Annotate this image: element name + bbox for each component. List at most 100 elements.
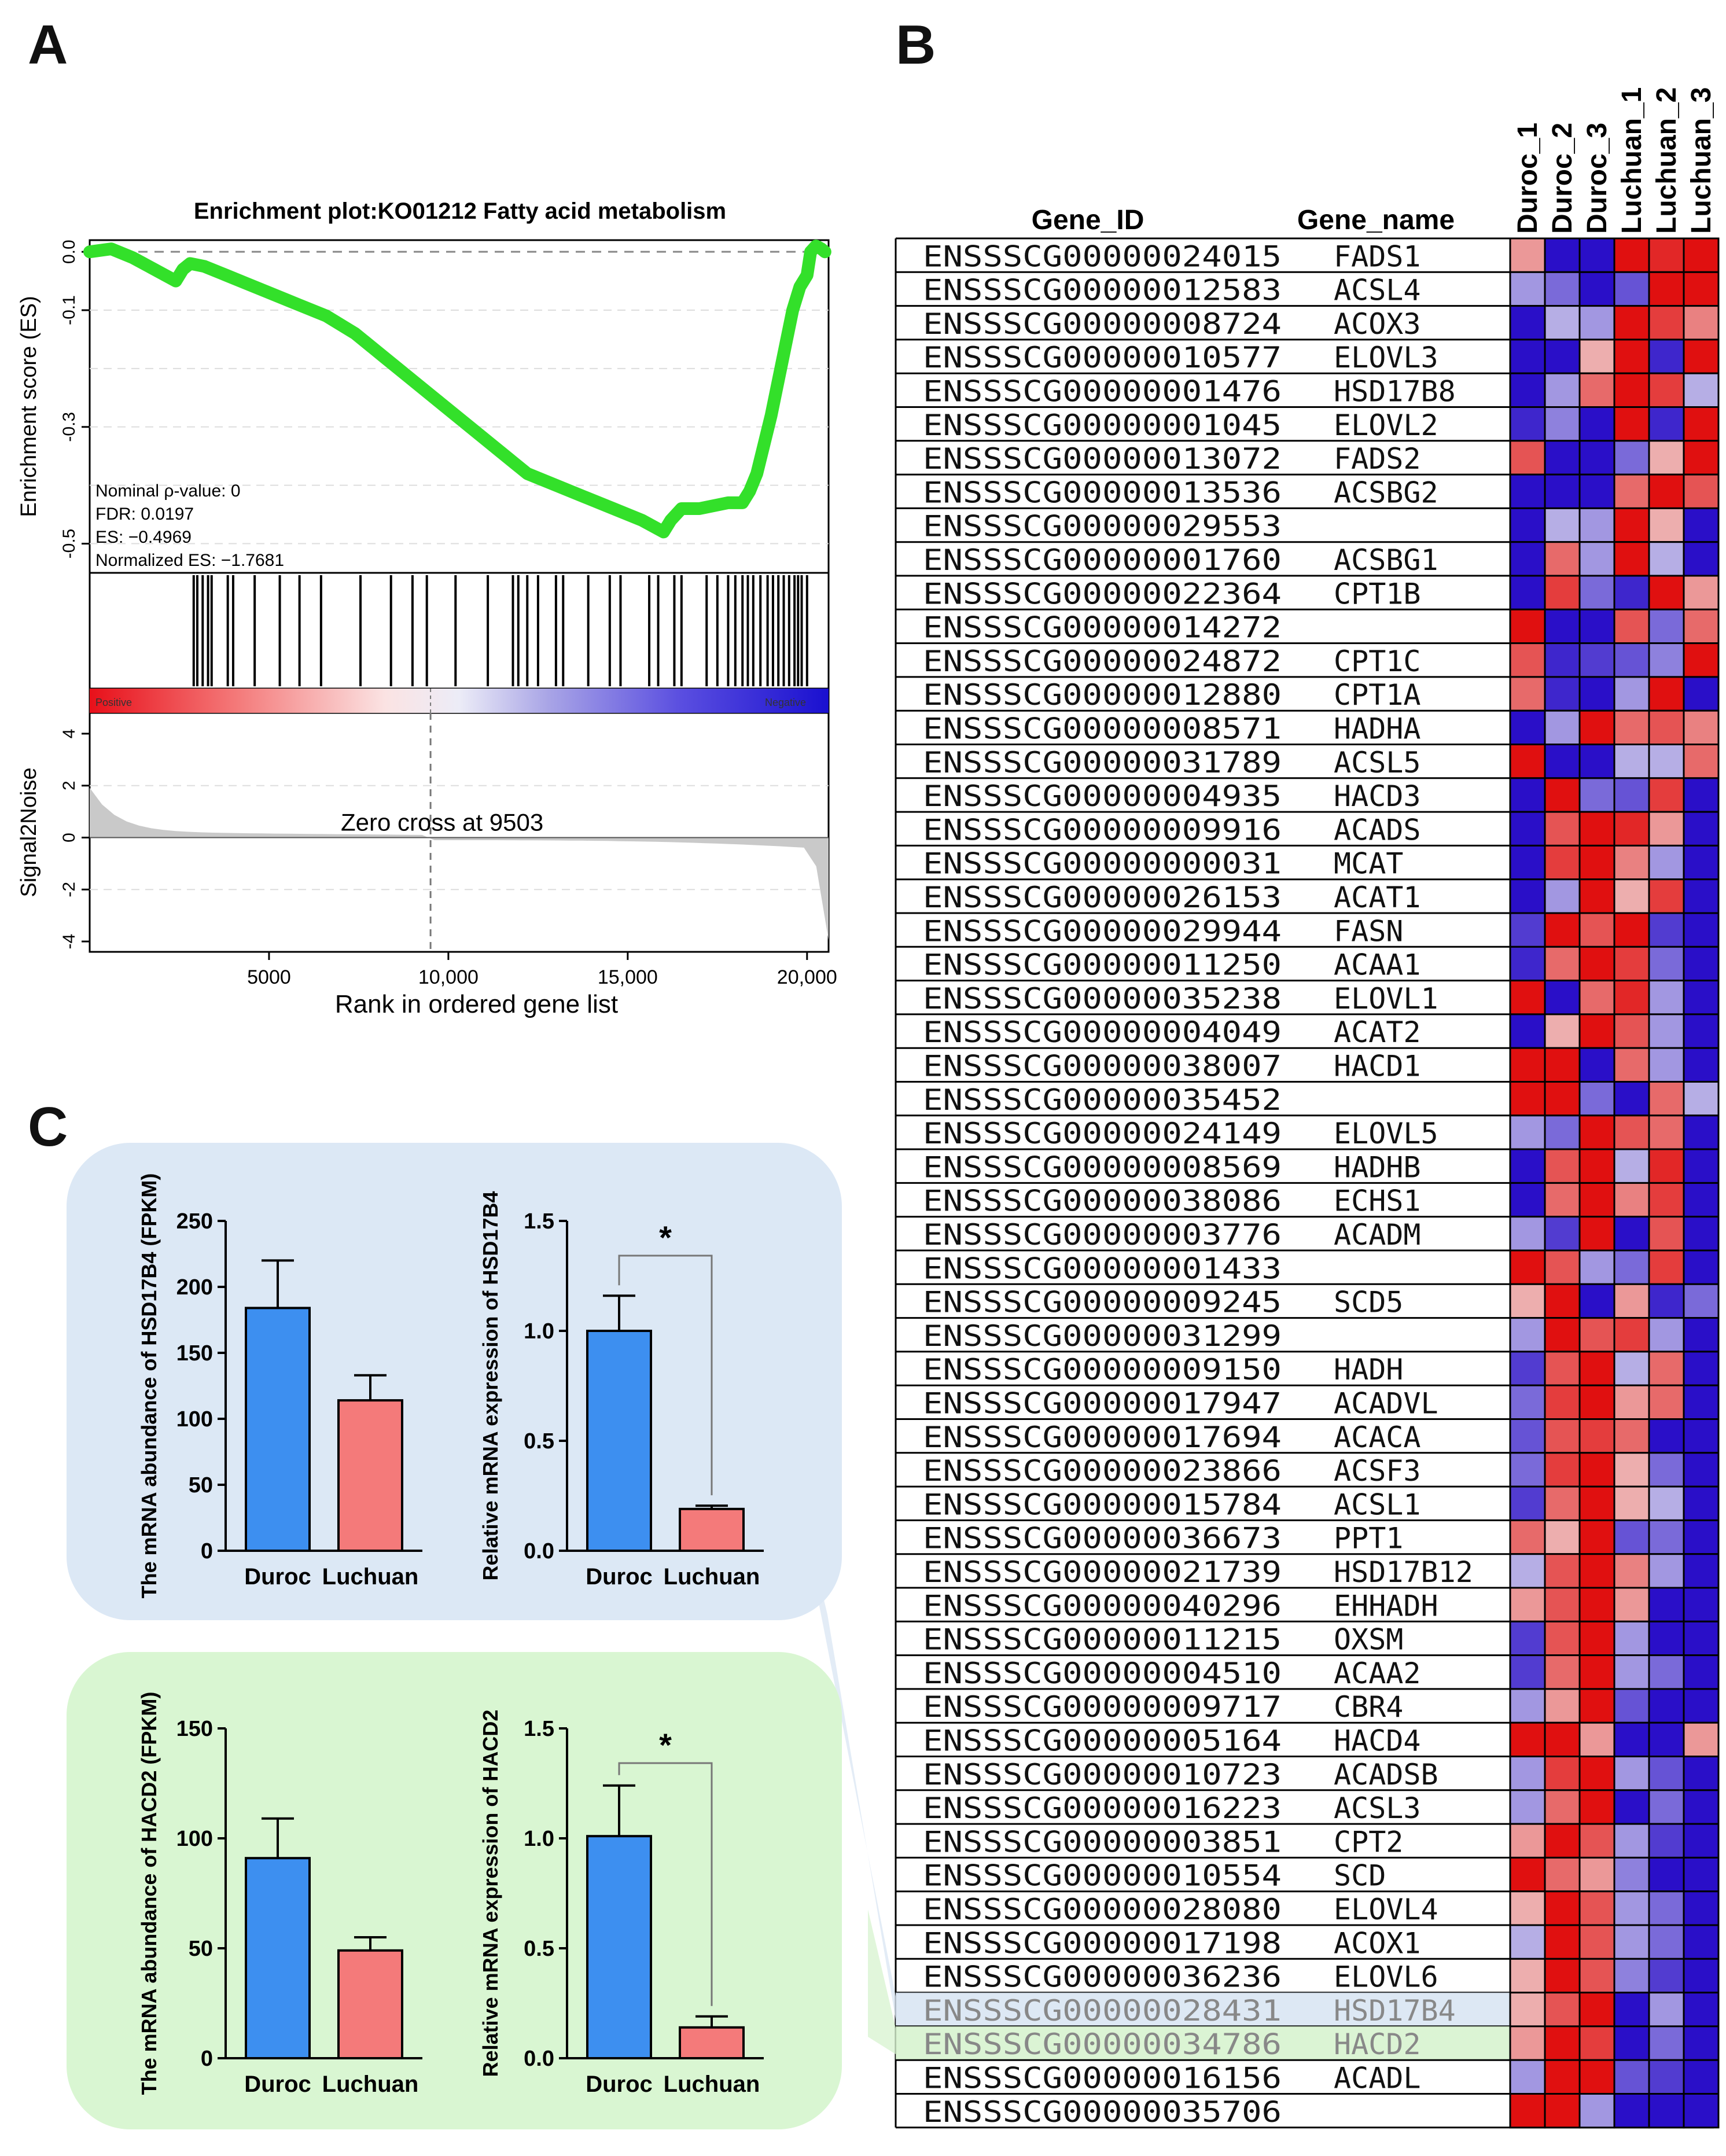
heatmap-cell [1683,507,1720,543]
heatmap-cell [1683,1351,1720,1386]
heatmap-cell [1683,1317,1720,1353]
bar-luchuan [337,1399,403,1552]
heatmap-cell [1683,1013,1720,1049]
heatmap-cell [1544,878,1581,914]
heatmap-cell [1613,1890,1650,1926]
heatmap-cell [1509,1823,1546,1859]
heatmap-cell [1648,709,1685,745]
s2n-tick-label: -4 [60,934,79,950]
heatmap-cell [1509,1688,1546,1724]
gene-name: FADS2 [1334,442,1421,476]
bar-y-tick-label: 1.5 [524,1717,554,1741]
gene-name: ACAA2 [1334,1657,1421,1690]
heatmap-cell [1509,372,1546,409]
gene-id: ENSSSCG00000016156 [923,2062,1282,2095]
heatmap-cell [1578,1587,1615,1622]
panel-letter-a: A [28,14,68,76]
heatmap-cell [1648,1890,1685,1926]
heatmap-cell [1578,339,1615,374]
bar-y-tick-label: 50 [189,1937,213,1961]
heatmap-cell [1509,1756,1546,1791]
heatmap-cell [1509,507,1546,543]
gene-name: ACSF3 [1334,1454,1421,1488]
bar-y-tick-label: 100 [176,1407,213,1432]
gene-name: ACSBG1 [1334,543,1438,577]
heatmap-cell [1509,1992,1546,2028]
gene-name: ACOX3 [1334,307,1421,341]
category-label-luchuan: Luchuan [664,1564,760,1590]
heatmap-cell [1613,1114,1650,1150]
gene-id: ENSSSCG00000004510 [923,1657,1282,1690]
heatmap-cell [1578,1721,1615,1757]
heatmap-cell [1648,1856,1685,1893]
heatmap-cell [1613,844,1650,881]
heatmap-cell [1544,1856,1581,1893]
heatmap-cell [1683,1148,1720,1184]
heatmap-cell [1613,339,1650,374]
heatmap-cell [1578,2093,1615,2129]
heatmap-cell [1509,575,1546,610]
heatmap-cell [1544,575,1581,610]
heatmap-cell [1509,1249,1546,1285]
heatmap-cell [1683,777,1720,813]
bar-y-axis-label: Relative mRNA expression of HACD2 [479,1710,502,2077]
heatmap-cell [1648,575,1685,610]
gene-name: MCAT [1334,847,1403,881]
heatmap-cell [1578,1216,1615,1252]
heatmap-cell [1509,1721,1546,1757]
gene-name: ACAT1 [1334,881,1421,914]
heatmap-cell [1648,642,1685,678]
bar-y-tick-label: 150 [176,1717,213,1741]
heatmap-cell [1578,1485,1615,1521]
bar-duroc [586,1835,652,2059]
s2n-tick-label: 4 [60,729,79,739]
color-bar-negative-label: Negative [765,697,806,708]
heatmap-cell [1683,1553,1720,1589]
gene-name: SCD5 [1334,1286,1403,1319]
heatmap-cell [1544,1823,1581,1859]
heatmap-cell [1544,1992,1581,2028]
gene-id: ENSSSCG00000004935 [923,779,1282,813]
panel-letter-c: C [28,1096,68,1158]
heatmap-cell [1544,473,1581,509]
heatmap-cell [1648,372,1685,409]
heatmap-cell [1683,575,1720,610]
gene-name: ACAT2 [1334,1016,1421,1049]
heatmap-cell [1509,676,1546,712]
heatmap-cell [1648,440,1685,476]
heatmap-cell [1509,1890,1546,1926]
heatmap-cell [1509,709,1546,745]
heatmap-cell [1544,2025,1581,2061]
heatmap-cell [1509,878,1546,914]
gene-name: ACADVL [1334,1387,1438,1421]
heatmap-cell [1648,339,1685,374]
bar-y-axis-label: The mRNA abundance of HSD17B4 (FPKM) [137,1173,161,1599]
significance-marker: * [659,1219,672,1256]
heatmap-cell [1683,2059,1720,2095]
heatmap-cell [1683,1721,1720,1757]
heatmap-cell [1648,1047,1685,1083]
x-tick-label: 20,000 [777,966,837,988]
heatmap-cell [1509,608,1546,645]
heatmap-cell [1509,1081,1546,1117]
heatmap-cell [1509,1384,1546,1420]
heatmap-cell [1683,1081,1720,1117]
heatmap-cell [1509,2093,1546,2129]
heatmap-cell [1648,1384,1685,1420]
heatmap-cell [1648,1418,1685,1454]
heatmap-cell [1544,744,1581,779]
gene-id: ENSSSCG00000028080 [923,1893,1282,1926]
heatmap-cell [1544,777,1581,813]
heatmap-cell [1648,1249,1685,1285]
heatmap-cell [1683,1384,1720,1420]
gene-id: ENSSSCG00000011250 [923,948,1282,982]
heatmap-cell [1509,844,1546,881]
heatmap-cell [1578,980,1615,1016]
heatmap-cell [1544,507,1581,543]
heatmap-cell [1578,1620,1615,1657]
heatmap-cell [1683,1485,1720,1521]
heatmap-cell [1613,1992,1650,2028]
gene-name: ACSL5 [1334,746,1421,779]
heatmap-cell [1509,1654,1546,1690]
heatmap-cell [1683,1756,1720,1791]
